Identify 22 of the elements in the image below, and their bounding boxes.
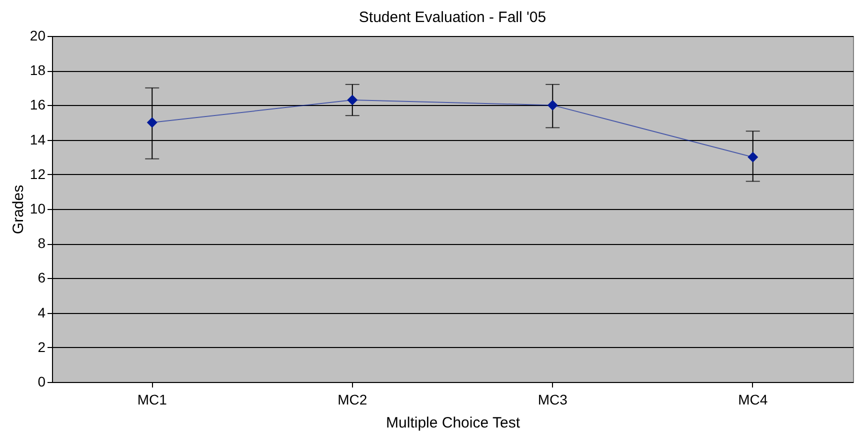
y-tick-label: 12 (30, 166, 46, 182)
y-tick-label: 16 (30, 96, 46, 113)
point (146, 117, 158, 128)
y-tick-label: 6 (38, 270, 46, 286)
y-tick-label: 18 (30, 62, 46, 78)
chart-title: Student Evaluation - Fall '05 (358, 9, 546, 26)
point (748, 152, 758, 162)
y-tick-label: 4 (38, 304, 46, 320)
y-tick-label: 8 (38, 235, 46, 252)
y-tick-label: 14 (30, 131, 46, 148)
x-axis-title: Multiple Choice Test (386, 414, 521, 432)
point (547, 100, 558, 110)
y-tick-label: 10 (30, 200, 46, 216)
y-tick-label: 20 (30, 28, 46, 44)
x-tick-label: MC4 (738, 392, 768, 408)
point (347, 94, 358, 106)
x-tick-label: MC3 (538, 392, 568, 408)
x-tick-label: MC2 (338, 392, 368, 408)
y-axis-title: Grades (10, 184, 27, 234)
x-tick-label: MC1 (137, 392, 168, 408)
y-tick-label: 2 (38, 338, 46, 355)
y-tick-label: 0 (38, 374, 46, 390)
